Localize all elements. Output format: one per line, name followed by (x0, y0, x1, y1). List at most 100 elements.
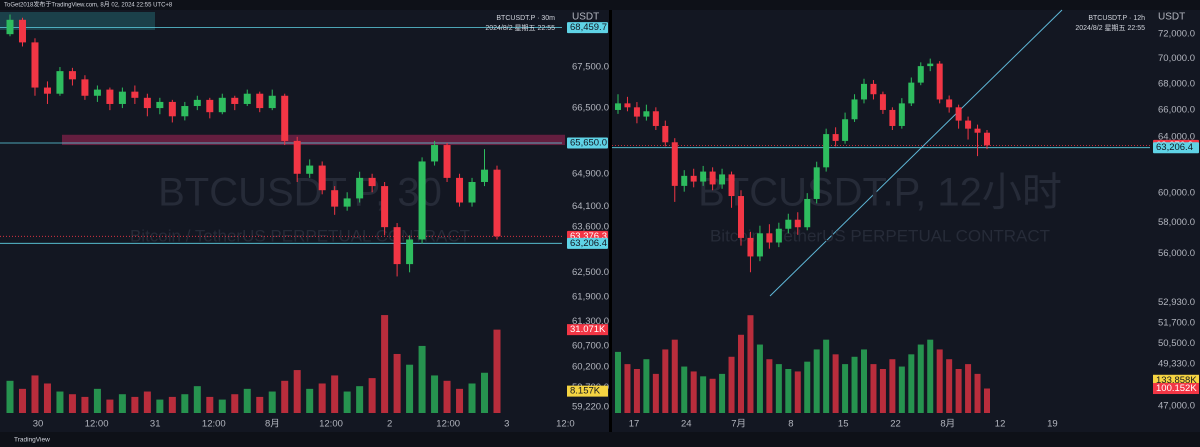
volume-bar (468, 383, 476, 413)
volume-last-label: 100.152K (1156, 383, 1197, 394)
volume-bar (293, 370, 301, 413)
candle-body (633, 107, 640, 117)
candle-body (643, 111, 650, 117)
watermark: BTCUSDT.P, 30 (158, 171, 442, 215)
trend-line (769, 9, 1063, 297)
candle-body (785, 219, 792, 229)
axis-unit: USDT (572, 12, 599, 23)
volume-bar (81, 396, 89, 413)
volume-bar (268, 391, 276, 413)
candle-body (870, 83, 877, 95)
volume-bar (652, 373, 659, 413)
candle-body (81, 79, 89, 96)
x-tick-label: 7月 (731, 419, 746, 430)
candle-body (823, 134, 830, 168)
candle-body (231, 97, 239, 104)
candle-body (861, 83, 867, 100)
volume-last-label: 31.071K (570, 324, 606, 335)
candle-body (898, 103, 905, 126)
volume-bar (889, 359, 896, 413)
volume-bar (785, 369, 792, 413)
y-tick-label: 66,500.0 (572, 103, 609, 114)
y-tick-label: 61,900.0 (572, 291, 609, 302)
price-label: 63,376.3 (570, 231, 607, 242)
volume-bar (256, 396, 264, 413)
candle-body (106, 89, 114, 104)
y-tick-label: 64,900.0 (572, 168, 609, 179)
y-tick-label: 61,300.0 (572, 316, 609, 327)
price-label: 68,459.7 (570, 22, 607, 33)
candle-body (443, 145, 451, 178)
candle-body (431, 145, 439, 162)
candle-body (493, 169, 501, 237)
watermark-subtitle: Bitcoin / TetherUS PERPETUAL CONTRACT (710, 226, 1050, 245)
volume-bar (143, 391, 151, 413)
volume-bar (709, 378, 716, 413)
candle-body (256, 93, 264, 109)
volume-bar (804, 361, 811, 413)
y-tick-label: 52,930.0 (1158, 297, 1195, 308)
volume-bar (624, 364, 631, 413)
volume-bar (823, 339, 830, 413)
candle-body (681, 175, 688, 186)
volume-bar (898, 366, 905, 413)
symbol-info: BTCUSDT.P · 30m (496, 15, 555, 22)
candle-body (468, 181, 476, 203)
volume-bar (984, 388, 990, 413)
candle-body (728, 174, 735, 197)
volume-bar (870, 364, 877, 413)
volume-bar (633, 369, 640, 413)
axis-unit: USDT (1158, 12, 1185, 23)
candle-body (418, 161, 426, 240)
candle-body (168, 101, 176, 117)
candle-body (984, 132, 990, 146)
y-tick-label: 47,000.0 (1158, 401, 1195, 412)
volume-bar (243, 388, 251, 413)
volume-bar (766, 359, 773, 413)
candle-body (700, 171, 707, 182)
volume-bar (193, 386, 201, 413)
volume-bar (719, 373, 726, 413)
volume-bar (747, 315, 754, 413)
price-label: 63,206.4 (1156, 142, 1193, 153)
volume-bar (18, 388, 26, 413)
volume-bar (106, 399, 114, 413)
candle-body (43, 87, 51, 94)
y-tick-label: 67,500.0 (572, 62, 609, 73)
volume-bar (738, 334, 744, 413)
price-label-box (1153, 142, 1199, 154)
x-tick-label: 12:00 (202, 419, 226, 430)
divider (609, 10, 612, 432)
volume-bar (406, 364, 414, 413)
volume-bar (31, 375, 39, 413)
y-tick-label: 58,000.0 (1158, 217, 1195, 228)
x-tick-label: 15 (838, 419, 849, 430)
y-tick-label: 50,500.0 (1158, 338, 1195, 349)
volume-bar (690, 371, 697, 413)
price-label: 63,206.4 (570, 238, 607, 249)
candle-body (662, 125, 669, 143)
candle-body (889, 109, 896, 126)
x-tick-label: 19 (1047, 419, 1058, 430)
y-tick-label: 62,500.0 (572, 267, 609, 278)
volume-bar (775, 364, 782, 413)
price-label: 65,650.0 (570, 137, 607, 148)
volume-bar (306, 388, 314, 413)
volume-bar (756, 344, 763, 413)
volume-bar (381, 315, 389, 413)
x-tick-label: 3 (504, 419, 509, 430)
y-tick-label: 66,000.0 (1158, 104, 1195, 115)
bottom-bar (0, 432, 1200, 447)
datetime-info: 2024/8/2 星期五 22:55 (1075, 24, 1145, 32)
candle-body (955, 107, 962, 121)
candle-body (193, 99, 201, 107)
volume-bar (861, 349, 867, 413)
volume-bar (231, 394, 239, 413)
candle-body (908, 82, 915, 104)
candle-body (143, 97, 151, 109)
y-tick-label: 72,000.0 (1158, 29, 1195, 40)
candle-body (68, 71, 76, 80)
x-tick-label: 8月 (940, 419, 955, 430)
candle-body (368, 177, 376, 187)
candle-body (343, 198, 351, 207)
